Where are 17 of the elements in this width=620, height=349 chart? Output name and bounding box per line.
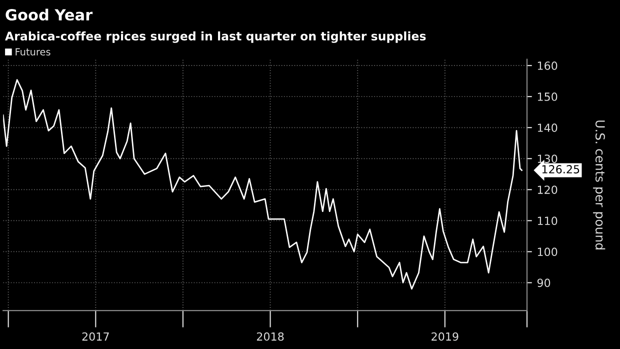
x-tick-label: 2017: [82, 332, 109, 341]
y-tick-label: 150: [538, 92, 558, 101]
y-tick-label: 110: [538, 216, 558, 226]
chart-title: Good Year: [6, 8, 93, 21]
y-tick-label: 120: [538, 186, 558, 194]
y-tick-label: 100: [538, 248, 558, 256]
x-tick-label: 2019: [432, 332, 458, 341]
line-series: [3, 79, 522, 290]
annotation: 126.25: [542, 165, 580, 174]
chart-subtitle: Arabica-coffee rpices surged in last quarter on tighter supplies: [5, 31, 426, 43]
y-tick-label: 140: [538, 124, 558, 132]
y-tick-label: 160: [538, 62, 558, 70]
y-tick-label: 130: [538, 154, 558, 163]
legend-label: Futures: [16, 48, 50, 56]
x-tick-label: 2018: [256, 332, 284, 341]
y-tick-label: 90: [537, 278, 550, 288]
y-axis-title: U.S. cents per pound: [593, 120, 606, 250]
